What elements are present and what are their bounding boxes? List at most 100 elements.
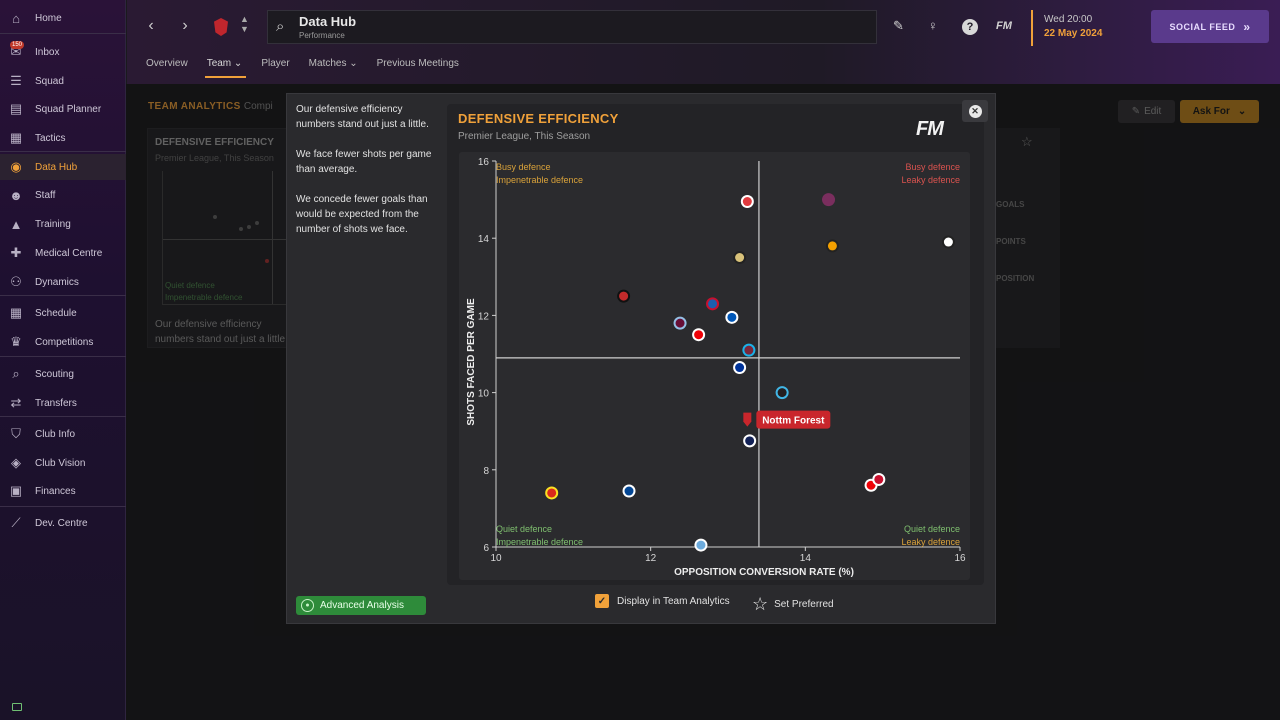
sidebar-item-label: Competitions	[35, 336, 94, 348]
insight-text: We concede fewer goals than would be exp…	[296, 194, 428, 235]
y-tick-label: 10	[478, 389, 490, 400]
data-point	[624, 486, 634, 496]
forward-icon[interactable]: ›	[182, 17, 188, 34]
quadrant-label: Impenetrable defence	[496, 175, 583, 185]
checkmark-icon: ✓	[595, 594, 609, 608]
sidebar-item-dev-centre[interactable]: ⟋ Dev. Centre	[0, 510, 126, 536]
edit-button[interactable]: ✎ Edit	[1118, 100, 1175, 123]
settings-icon[interactable]	[12, 703, 22, 711]
dev-centre-icon: ⟋	[11, 515, 21, 530]
data-point	[735, 253, 745, 262]
pencil-icon[interactable]: ✎	[893, 18, 904, 33]
back-icon[interactable]: ‹	[148, 17, 154, 34]
sidebar-item-label: Transfers	[35, 397, 77, 409]
display-in-team-analytics-checkbox[interactable]: ✓ Display in Team Analytics	[595, 594, 730, 608]
sidebar-item-transfers[interactable]: ⇄ Transfers	[0, 390, 126, 416]
sidebar-divider	[0, 33, 126, 34]
sidebar-item-scouting[interactable]: ⌕ Scouting	[0, 361, 126, 387]
sidebar-item-squad[interactable]: ☰ Squad	[0, 68, 126, 94]
sidebar-item-tactics[interactable]: ▦ Tactics	[0, 125, 126, 151]
sidebar-item-data-hub[interactable]: ◉ Data Hub	[0, 154, 126, 180]
transfers-icon: ⇄	[10, 395, 22, 410]
highlight-label-bg	[756, 410, 831, 429]
tab-matches[interactable]: Matches ⌄	[308, 58, 358, 69]
data-point	[675, 318, 685, 328]
calendar-icon: ▦	[9, 305, 23, 320]
insight-text: We face fewer shots per game than averag…	[296, 149, 432, 175]
fm-menu-icon[interactable]: FM	[996, 20, 1012, 32]
sidebar-item-squad-planner[interactable]: ▤ Squad Planner	[0, 96, 126, 122]
chart-title: DEFENSIVE EFFICIENCY	[458, 111, 619, 126]
sidebar-divider	[0, 151, 126, 152]
data-point	[744, 345, 754, 355]
chart-subtitle: Premier League, This Season	[458, 131, 591, 142]
sidebar-item-inbox[interactable]: ✉ 150 Inbox	[0, 39, 126, 65]
tab-player[interactable]: Player	[261, 58, 290, 69]
set-preferred-button[interactable]: ☆ Set Preferred	[752, 594, 834, 614]
sidebar-item-home[interactable]: ⌂ Home	[0, 5, 126, 31]
tips-icon[interactable]: ♀	[928, 18, 938, 33]
tab-team[interactable]: Team ⌄	[204, 58, 246, 78]
medical-icon: ✚	[10, 245, 22, 260]
close-button[interactable]: ✕	[962, 100, 988, 122]
x-axis-label: OPPOSITION CONVERSION RATE (%)	[674, 567, 854, 578]
background-stats-card: GOALS POINTS POSITION	[990, 128, 1060, 348]
data-point	[696, 540, 706, 550]
y-axis-label: SHOTS FACED PER GAME	[466, 298, 477, 426]
sidebar-item-schedule[interactable]: ▦ Schedule	[0, 300, 126, 326]
quadrant-label: Quiet defence	[496, 524, 552, 534]
dynamics-icon: ⚇	[10, 274, 22, 289]
insight-text: Our defensive efficiency numbers stand o…	[296, 104, 429, 130]
quadrant-label: Quiet defence	[904, 524, 960, 534]
social-feed-button[interactable]: SOCIAL FEED »	[1151, 10, 1269, 43]
double-chevron-icon: »	[1243, 19, 1251, 34]
help-icon[interactable]: ?	[962, 19, 978, 35]
advanced-analysis-button[interactable]: ● Advanced Analysis	[296, 596, 426, 615]
ask-for-button[interactable]: Ask For ⌄	[1180, 100, 1259, 123]
vision-icon: ◈	[11, 455, 21, 470]
x-tick-label: 14	[800, 553, 812, 564]
sub-tabs: Overview Team ⌄ Player Matches ⌄ Previou…	[146, 58, 478, 78]
sidebar-item-dynamics[interactable]: ⚇ Dynamics	[0, 269, 126, 295]
background-mini-plot	[162, 171, 287, 305]
data-point	[708, 299, 718, 309]
game-date[interactable]: Wed 20:00 22 May 2024	[1031, 10, 1141, 46]
tab-overview[interactable]: Overview	[146, 58, 188, 69]
analysis-icon: ●	[301, 599, 314, 612]
search-icon: ⌕	[276, 18, 285, 35]
staff-icon: ☻	[9, 187, 23, 203]
sidebar-item-training[interactable]: ▲ Training	[0, 211, 126, 237]
sidebar-item-club-info[interactable]: ⛉ Club Info	[0, 421, 126, 447]
home-icon: ⌂	[12, 10, 20, 26]
tab-previous-meetings[interactable]: Previous Meetings	[376, 58, 459, 69]
data-point	[943, 237, 953, 247]
sidebar-divider	[0, 356, 126, 357]
sidebar-item-medical-centre[interactable]: ✚ Medical Centre	[0, 240, 126, 266]
chevron-down-icon: ⌄	[1237, 106, 1247, 117]
data-point	[694, 330, 704, 340]
sidebar-item-club-vision[interactable]: ◈ Club Vision	[0, 450, 126, 476]
club-crest-icon[interactable]	[214, 18, 228, 36]
sidebar: ⌂ Home ✉ 150 Inbox ☰ Squad ▤ Squad Planner ▦ Tacti…	[0, 0, 126, 720]
sidebar-divider	[0, 416, 126, 417]
sidebar-item-label: Data Hub	[35, 161, 78, 173]
star-icon[interactable]: ☆	[1021, 134, 1033, 149]
sidebar-item-finances[interactable]: ▣ Finances	[0, 478, 126, 504]
section-title: TEAM ANALYTICS Compi	[148, 101, 273, 112]
plot-area	[459, 152, 970, 580]
sidebar-item-staff[interactable]: ☻ Staff	[0, 182, 126, 208]
club-switch-icon[interactable]: ▲ ▼	[240, 14, 249, 34]
finances-icon: ▣	[9, 483, 23, 498]
sidebar-item-label: Medical Centre	[35, 247, 103, 259]
sidebar-item-label: Club Vision	[35, 457, 86, 469]
data-point	[874, 474, 884, 484]
data-point	[866, 480, 876, 490]
search-box[interactable]: ⌕ Data Hub Performance	[267, 10, 877, 44]
x-tick-label: 10	[490, 553, 502, 564]
y-tick-label: 12	[478, 311, 490, 322]
sidebar-item-competitions[interactable]: ♛ Competitions	[0, 329, 126, 355]
pencil-icon: ✎	[1131, 106, 1141, 117]
inbox-icon: ✉ 150	[10, 41, 25, 59]
clipboard-icon: ▤	[9, 101, 23, 116]
y-tick-label: 14	[478, 234, 490, 245]
